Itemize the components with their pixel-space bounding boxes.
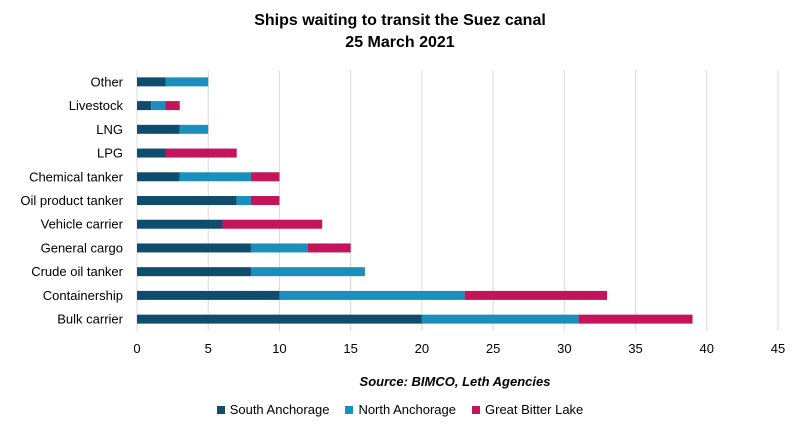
bar-segment <box>137 148 166 158</box>
y-tick-label: Other <box>90 74 123 89</box>
y-tick-label: Crude oil tanker <box>31 264 123 279</box>
bar-segment <box>137 124 180 134</box>
y-tick-label: LPG <box>97 146 123 161</box>
bar-segment <box>250 267 365 277</box>
bar-segment <box>250 172 280 182</box>
y-tick-label: Bulk carrier <box>57 312 123 327</box>
legend: South Anchorage North Anchorage Great Bi… <box>0 402 800 417</box>
legend-swatch-great-bitter-lake <box>472 405 481 414</box>
bar-segment <box>250 196 280 205</box>
x-tick-label: 25 <box>486 341 500 356</box>
bar-segment <box>421 314 579 324</box>
y-tick-label: Vehicle carrier <box>41 217 124 232</box>
bar-segment <box>137 219 223 229</box>
bar-segment <box>137 77 166 87</box>
bar-segment <box>179 172 251 182</box>
bar-segment <box>165 101 180 111</box>
x-tick-label: 45 <box>771 341 785 356</box>
legend-label-south-anchorage: South Anchorage <box>229 402 330 417</box>
legend-item-north-anchorage: North Anchorage <box>345 402 456 417</box>
legend-swatch-south-anchorage <box>216 405 225 414</box>
bar-segment <box>151 101 166 111</box>
y-tick-label: Containership <box>43 288 123 303</box>
bar-segment <box>137 101 152 111</box>
bar-segment <box>137 196 237 205</box>
bar-segment <box>165 148 237 158</box>
x-tick-label: 5 <box>205 341 212 356</box>
bar-segment <box>250 243 308 253</box>
y-tick-label: LNG <box>96 122 123 137</box>
x-tick-label: 0 <box>133 341 140 356</box>
bar-segment <box>137 267 251 277</box>
bar-segment <box>236 196 251 205</box>
bar-segment <box>165 77 209 87</box>
y-tick-label: Livestock <box>69 98 124 113</box>
x-tick-label: 10 <box>272 341 286 356</box>
legend-label-north-anchorage: North Anchorage <box>358 402 457 417</box>
legend-item-great-bitter-lake: Great Bitter Lake <box>472 402 583 417</box>
x-tick-label: 20 <box>415 341 429 356</box>
bar-segment <box>137 243 251 253</box>
bar-segment <box>279 290 465 300</box>
bar-segment <box>137 290 280 300</box>
x-tick-label: 30 <box>557 341 571 356</box>
bar-segment <box>307 243 351 253</box>
source-note: Source: BIMCO, Leth Agencies <box>359 374 551 389</box>
x-tick-label: 15 <box>343 341 357 356</box>
y-tick-label: Chemical tanker <box>29 169 124 184</box>
y-tick-label: General cargo <box>41 240 123 255</box>
bar-segment <box>137 172 180 182</box>
legend-item-south-anchorage: South Anchorage <box>216 402 330 417</box>
bar-segment <box>464 290 608 300</box>
x-tick-label: 40 <box>700 341 714 356</box>
chart-title: Ships waiting to transit the Suez canal <box>254 12 546 29</box>
bar-segment <box>179 124 209 134</box>
bar-segment <box>137 314 422 324</box>
chart-subtitle: 25 March 2021 <box>345 34 455 51</box>
legend-swatch-north-anchorage <box>345 405 354 414</box>
x-tick-label: 35 <box>628 341 642 356</box>
bar-segment <box>222 219 323 229</box>
y-tick-label: Oil product tanker <box>20 193 123 208</box>
bar-segment <box>578 314 693 324</box>
legend-label-great-bitter-lake: Great Bitter Lake <box>485 402 584 417</box>
